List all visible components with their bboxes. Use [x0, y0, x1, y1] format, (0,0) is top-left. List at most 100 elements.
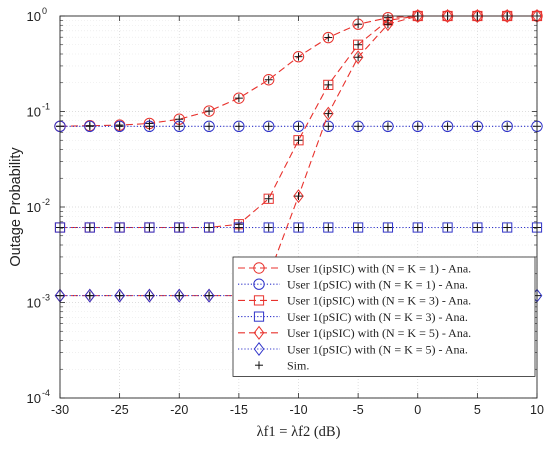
x-tick-label: -30 [51, 403, 69, 417]
data-point-diamond [382, 17, 394, 32]
data-point-square [412, 222, 423, 233]
sim-point [145, 291, 154, 300]
data-point-diamond [352, 50, 364, 65]
sim-point [85, 223, 94, 232]
legend-entry-5: User 1(ipSIC) with (N = K = 5) - Ana. [238, 325, 471, 340]
sim-point [503, 223, 512, 232]
data-point-square [502, 222, 513, 233]
legend-entry-3: User 1(ipSIC) with (N = K = 3) - Ana. [238, 294, 471, 308]
sim-point [324, 109, 333, 118]
sim-point [115, 122, 124, 131]
sim-point [264, 122, 273, 131]
data-point-circle [262, 120, 275, 132]
y-tick-exponent: -3 [42, 293, 50, 303]
sim-point [145, 223, 154, 232]
y-tick-label: 10 [27, 200, 41, 215]
sim-point [354, 53, 363, 62]
data-point-square [114, 222, 125, 233]
sim-point [294, 122, 303, 131]
legend-label: User 1(pSIC) with (N = K = 1) - Ana. [287, 278, 468, 292]
x-tick-label: -20 [170, 403, 188, 417]
legend-label: User 1(ipSIC) with (N = K = 5) - Ana. [287, 326, 471, 340]
sim-point [294, 192, 303, 201]
data-point-circle [322, 31, 335, 44]
sim-point [503, 122, 512, 131]
data-point-circle [322, 120, 335, 132]
x-tick-label: 10 [530, 403, 544, 417]
sim-point [383, 20, 392, 29]
sim-point [324, 223, 333, 232]
x-tick-label: -10 [289, 403, 307, 417]
y-tick-exponent: -4 [42, 388, 50, 398]
legend-label: User 1(ipSIC) with (N = K = 3) - Ana. [287, 294, 471, 308]
sim-point [324, 122, 333, 131]
sim-point [354, 40, 363, 49]
data-point-circle [412, 120, 424, 132]
series-line [60, 15, 537, 229]
sim-point [413, 122, 422, 131]
sim-point [175, 122, 184, 131]
x-tick-label: -15 [230, 403, 248, 417]
legend-entry-6: User 1(pSIC) with (N = K = 5) - Ana. [238, 341, 468, 357]
data-point-circle [143, 120, 156, 132]
sim-point [473, 122, 482, 131]
sim-point [324, 80, 333, 89]
data-point-circle [84, 120, 96, 132]
x-tick-label: 0 [414, 403, 421, 417]
x-tick-label: 5 [474, 403, 481, 417]
legend: User 1(ipSIC) with (N = K = 1) - Ana. Use… [232, 256, 536, 377]
sim-point [234, 94, 243, 103]
sim-point [473, 223, 482, 232]
data-point-diamond [173, 288, 185, 303]
data-point-circle [173, 120, 185, 132]
legend-marker [253, 262, 265, 274]
data-point-circle [501, 120, 513, 132]
sim-point [175, 223, 184, 232]
sim-point [175, 115, 184, 124]
legend-marker [253, 341, 265, 357]
data-point-square [382, 222, 394, 233]
legend-marker [253, 325, 265, 340]
sim-point [205, 107, 214, 116]
data-point-square [323, 222, 334, 233]
data-point-diamond [501, 8, 513, 24]
data-point-circle [292, 120, 305, 132]
sim-point [264, 75, 273, 84]
sim-point [354, 20, 363, 29]
sim-point [294, 136, 303, 145]
data-point-circle [441, 120, 454, 132]
sim-point [115, 291, 124, 300]
data-point-circle [382, 120, 394, 132]
data-point-square [233, 222, 244, 233]
x-axis-label: λf1 = λf2 (dB) [257, 424, 341, 440]
y-tick-exponent: -1 [42, 102, 50, 112]
y-tick-label: 10 [27, 9, 41, 24]
data-point-circle [203, 120, 215, 132]
legend-label: User 1(ipSIC) with (N = K = 1) - Ana. [287, 261, 471, 275]
y-axis-label: Outage Probability [8, 147, 24, 267]
data-point-square [174, 222, 185, 233]
data-point-circle [233, 120, 245, 132]
data-point-diamond [293, 189, 304, 204]
sim-point [294, 223, 303, 232]
sim-point [85, 122, 94, 131]
sim-point [383, 223, 392, 232]
legend-label: User 1(pSIC) with (N = K = 5) - Ana. [287, 342, 468, 356]
series-4 [54, 222, 543, 233]
legend-entry-2: User 1(pSIC) with (N = K = 1) - Ana. [238, 278, 468, 292]
sim-point [145, 122, 154, 131]
legend-entry-4: User 1(pSIC) with (N = K = 3) - Ana. [238, 310, 468, 324]
sim-point [383, 122, 392, 131]
sim-point [354, 122, 363, 131]
sim-point [234, 223, 243, 232]
sim-point [175, 291, 184, 300]
data-point-circle [352, 120, 364, 132]
sim-point [443, 223, 452, 232]
data-point-square [293, 222, 304, 233]
sim-point [354, 223, 363, 232]
sim-point [205, 122, 214, 131]
legend-entry-1: User 1(ipSIC) with (N = K = 1) - Ana. [238, 261, 471, 275]
legend-marker [253, 295, 265, 306]
legend-entry-7: Sim. [255, 359, 309, 373]
